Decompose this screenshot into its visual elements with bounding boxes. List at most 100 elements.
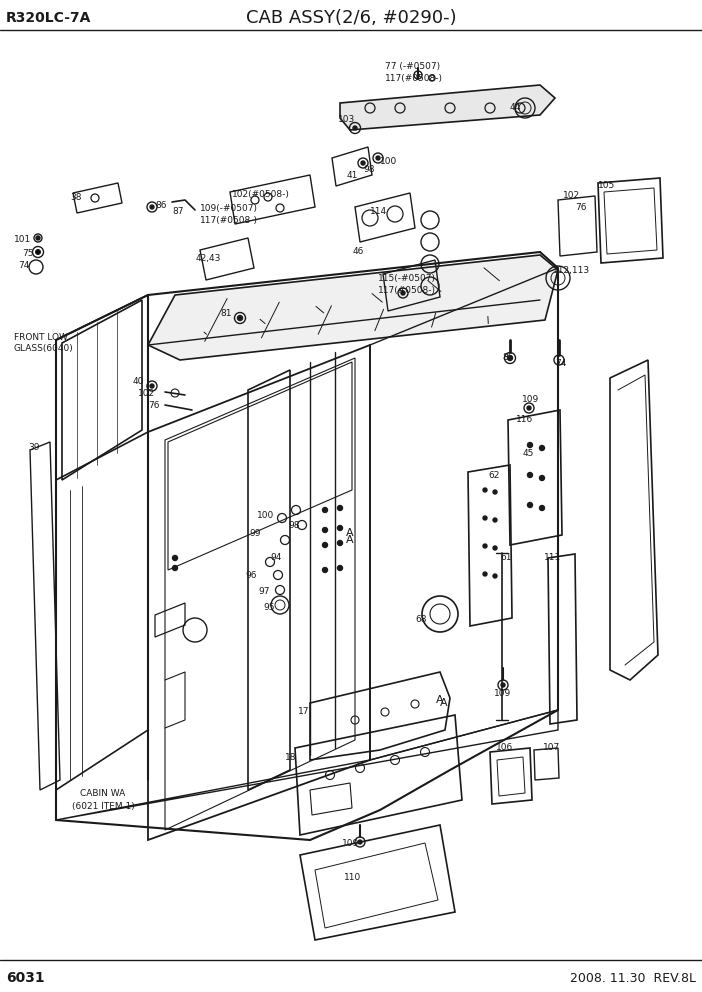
Polygon shape bbox=[148, 255, 558, 360]
Circle shape bbox=[501, 683, 505, 687]
Circle shape bbox=[150, 384, 154, 388]
Circle shape bbox=[322, 567, 328, 572]
Circle shape bbox=[508, 355, 512, 360]
Text: 6031: 6031 bbox=[6, 971, 45, 985]
Text: A: A bbox=[436, 695, 444, 705]
Text: 74: 74 bbox=[18, 262, 29, 271]
Text: CAB ASSY(2/6, #0290-): CAB ASSY(2/6, #0290-) bbox=[246, 9, 456, 27]
Text: 76: 76 bbox=[148, 402, 159, 411]
Circle shape bbox=[376, 156, 380, 160]
Text: 110: 110 bbox=[344, 874, 362, 883]
Circle shape bbox=[358, 840, 362, 844]
Circle shape bbox=[36, 250, 41, 255]
Text: 109: 109 bbox=[494, 688, 511, 697]
Text: 117(#0508-): 117(#0508-) bbox=[378, 287, 436, 296]
Circle shape bbox=[483, 544, 487, 548]
Circle shape bbox=[483, 572, 487, 576]
Circle shape bbox=[493, 518, 497, 522]
Circle shape bbox=[540, 445, 545, 450]
Circle shape bbox=[483, 516, 487, 520]
Text: FRONT LOW: FRONT LOW bbox=[14, 332, 68, 341]
Text: 2008. 11.30  REV.8L: 2008. 11.30 REV.8L bbox=[570, 971, 696, 984]
Circle shape bbox=[527, 442, 533, 447]
Circle shape bbox=[338, 541, 343, 546]
Text: 117(#0508-): 117(#0508-) bbox=[200, 215, 258, 224]
Text: 102: 102 bbox=[138, 390, 155, 399]
Text: 111: 111 bbox=[544, 553, 562, 561]
Text: 117(#0508-): 117(#0508-) bbox=[385, 74, 443, 83]
Text: 75: 75 bbox=[22, 249, 34, 258]
Circle shape bbox=[237, 315, 242, 320]
Circle shape bbox=[527, 406, 531, 410]
Text: 42,43: 42,43 bbox=[196, 254, 221, 263]
Text: 18: 18 bbox=[285, 753, 296, 762]
Text: 46: 46 bbox=[353, 246, 364, 256]
Text: 17: 17 bbox=[298, 707, 310, 716]
Text: 100: 100 bbox=[257, 511, 274, 520]
Text: 62: 62 bbox=[488, 471, 499, 480]
Circle shape bbox=[483, 488, 487, 492]
Text: 85: 85 bbox=[502, 353, 513, 362]
Text: 107: 107 bbox=[543, 742, 560, 752]
Text: 81: 81 bbox=[220, 310, 232, 318]
Circle shape bbox=[493, 574, 497, 578]
Text: 105: 105 bbox=[598, 182, 615, 190]
Text: 99: 99 bbox=[249, 530, 260, 539]
Circle shape bbox=[338, 565, 343, 570]
Text: A: A bbox=[346, 535, 354, 545]
Text: 112,113: 112,113 bbox=[553, 266, 590, 275]
Circle shape bbox=[36, 236, 40, 240]
Circle shape bbox=[173, 556, 178, 560]
Text: CABIN WA: CABIN WA bbox=[80, 789, 125, 798]
Text: 98: 98 bbox=[363, 165, 374, 174]
Text: 97: 97 bbox=[258, 587, 270, 596]
Circle shape bbox=[173, 565, 178, 570]
Text: 38: 38 bbox=[70, 193, 81, 202]
Text: 102: 102 bbox=[563, 191, 580, 200]
Text: 61: 61 bbox=[500, 553, 512, 561]
Text: A: A bbox=[440, 698, 448, 708]
Text: 106: 106 bbox=[496, 742, 513, 752]
Text: 96: 96 bbox=[245, 571, 256, 580]
Circle shape bbox=[322, 543, 328, 548]
Text: 94: 94 bbox=[270, 554, 282, 562]
Text: 114: 114 bbox=[370, 206, 387, 215]
Circle shape bbox=[322, 528, 328, 533]
Circle shape bbox=[540, 475, 545, 480]
Circle shape bbox=[527, 503, 533, 508]
Text: 68: 68 bbox=[415, 615, 427, 625]
Text: 77 (-#0507): 77 (-#0507) bbox=[385, 62, 440, 71]
Circle shape bbox=[527, 472, 533, 477]
Circle shape bbox=[540, 506, 545, 511]
Circle shape bbox=[353, 126, 357, 130]
Text: 87: 87 bbox=[172, 206, 183, 215]
Circle shape bbox=[338, 506, 343, 511]
Text: R320LC-7A: R320LC-7A bbox=[6, 11, 91, 25]
Text: GLASS(6040): GLASS(6040) bbox=[14, 344, 74, 353]
Text: 109: 109 bbox=[522, 396, 539, 405]
Polygon shape bbox=[340, 85, 555, 130]
Text: 109: 109 bbox=[342, 838, 359, 847]
Text: A: A bbox=[346, 528, 354, 538]
Text: 44: 44 bbox=[510, 102, 522, 111]
Text: 76: 76 bbox=[575, 202, 586, 211]
Text: 103: 103 bbox=[338, 115, 355, 125]
Text: 95: 95 bbox=[263, 603, 274, 612]
Circle shape bbox=[493, 490, 497, 494]
Circle shape bbox=[150, 205, 154, 209]
Circle shape bbox=[338, 526, 343, 531]
Text: 86: 86 bbox=[155, 200, 166, 209]
Text: 115(-#0507): 115(-#0507) bbox=[378, 275, 436, 284]
Circle shape bbox=[361, 161, 365, 165]
Text: 74: 74 bbox=[555, 358, 567, 367]
Text: 101: 101 bbox=[14, 235, 32, 244]
Text: 45: 45 bbox=[523, 448, 534, 457]
Text: 102(#0508-): 102(#0508-) bbox=[232, 190, 290, 199]
Circle shape bbox=[322, 508, 328, 513]
Text: 41: 41 bbox=[347, 172, 359, 181]
Text: 98: 98 bbox=[288, 522, 300, 531]
Text: 39: 39 bbox=[28, 442, 39, 451]
Circle shape bbox=[401, 291, 405, 295]
Text: (6021 ITEM 1): (6021 ITEM 1) bbox=[72, 802, 135, 810]
Text: 40: 40 bbox=[133, 378, 145, 387]
